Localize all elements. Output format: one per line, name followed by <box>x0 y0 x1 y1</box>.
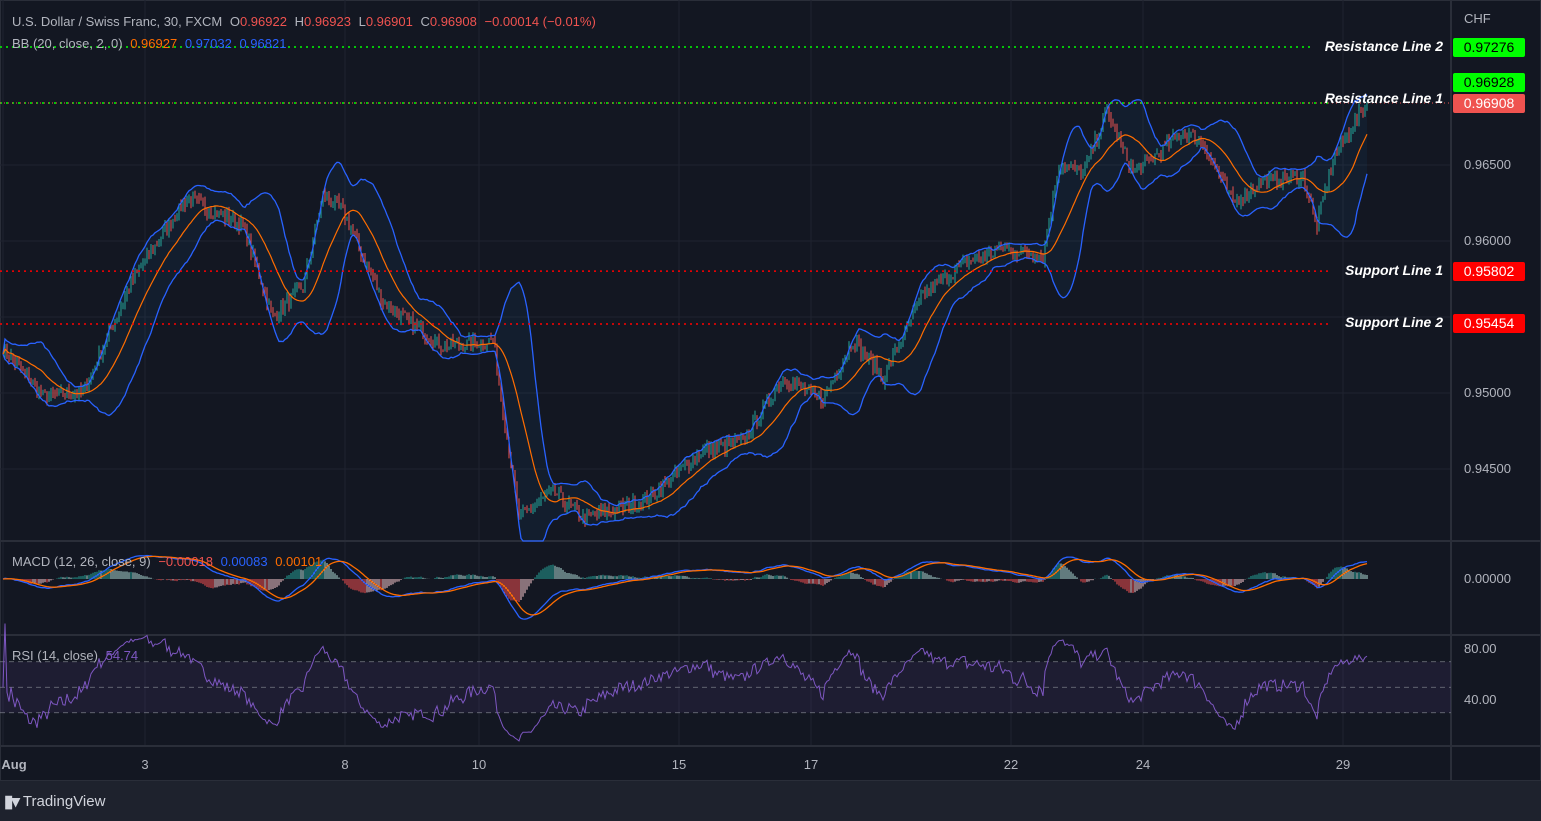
macd-tick: 0.00000 <box>1464 571 1511 586</box>
price-tick: 0.94500 <box>1464 461 1511 476</box>
currency-label: CHF <box>1464 11 1491 26</box>
bb-upper-line <box>2 94 1368 507</box>
time-tick-label: 3 <box>141 757 149 772</box>
time-tick-label: 29 <box>1335 757 1351 772</box>
price-tick: 0.96000 <box>1464 233 1511 248</box>
time-tick-label: 15 <box>671 757 687 772</box>
last-price-tag: 0.96908 <box>1453 94 1525 113</box>
price-tick: 0.96500 <box>1464 157 1511 172</box>
support-line-2-price-tag: 0.95454 <box>1453 314 1525 333</box>
resistance-line-2-label: Resistance Line 2 <box>1324 38 1443 54</box>
macd-label: MACD (12, 26, close, 9) <box>12 554 151 569</box>
macd-hist-value: −0.00018 <box>158 554 213 569</box>
bb-lower-value: 0.96821 <box>239 36 287 51</box>
macd-line <box>2 554 1368 620</box>
symbol-title: U.S. Dollar / Swiss Franc, 30, FXCM <box>12 14 223 29</box>
time-tick-label: 10 <box>471 757 487 772</box>
tradingview-logo-icon[interactable]: ▮▾ <box>4 791 20 811</box>
chart-canvas[interactable] <box>0 0 1541 781</box>
symbol-legend[interactable]: U.S. Dollar / Swiss Franc, 30, FXCM O0.9… <box>12 14 600 29</box>
rsi-line <box>2 623 1368 742</box>
high-label: H <box>294 14 304 29</box>
open-value: 0.96922 <box>239 14 287 29</box>
footer: ▮▾ TradingView <box>0 782 1541 821</box>
low-value: 0.96901 <box>365 14 413 29</box>
bb-basis-value: 0.96927 <box>130 36 178 51</box>
resistance-line-1-label: Resistance Line 1 <box>1324 90 1443 106</box>
open-label: O <box>229 14 240 29</box>
rsi-tick: 80.00 <box>1464 641 1497 656</box>
close-value: 0.96908 <box>429 14 477 29</box>
bb-lower-line <box>2 146 1368 542</box>
time-tick-label: 17 <box>803 757 819 772</box>
rsi-value: 54.74 <box>105 648 139 663</box>
chart-frame <box>0 0 1541 781</box>
bb-upper-value: 0.97032 <box>184 36 232 51</box>
brand-name[interactable]: TradingView <box>22 793 106 810</box>
macd-signal-line <box>2 555 1368 616</box>
resistance-line-2-price-tag: 0.97276 <box>1453 38 1525 57</box>
bb-basis-price-tag: 0.96928 <box>1453 73 1525 92</box>
bb-basis-line <box>2 134 1368 514</box>
macd-legend[interactable]: MACD (12, 26, close, 9) −0.00018 0.00083… <box>12 554 326 569</box>
close-label: C <box>420 14 430 29</box>
bb-legend[interactable]: BB (20, close, 2, 0) 0.96927 0.97032 0.9… <box>12 36 290 51</box>
rsi-legend[interactable]: RSI (14, close) 54.74 <box>12 648 142 663</box>
time-tick-label: Aug <box>1 757 27 772</box>
price-tick: 0.95000 <box>1464 385 1511 400</box>
support-line-1-label: Support Line 1 <box>1345 262 1443 278</box>
bb-fill <box>3 94 1367 541</box>
bb-label: BB (20, close, 2, 0) <box>12 36 123 51</box>
support-line-2-label: Support Line 2 <box>1345 314 1443 330</box>
time-tick-label: 22 <box>1003 757 1019 772</box>
support-line-1-price-tag: 0.95802 <box>1453 262 1525 281</box>
change-value: −0.00014 (−0.01%) <box>484 14 596 29</box>
time-tick-label: 24 <box>1135 757 1151 772</box>
macd-signal-value: 0.00101 <box>275 554 323 569</box>
rsi-tick: 40.00 <box>1464 692 1497 707</box>
high-value: 0.96923 <box>303 14 351 29</box>
time-tick-label: 8 <box>341 757 349 772</box>
macd-value: 0.00083 <box>220 554 268 569</box>
rsi-label: RSI (14, close) <box>12 648 98 663</box>
low-label: L <box>358 14 366 29</box>
